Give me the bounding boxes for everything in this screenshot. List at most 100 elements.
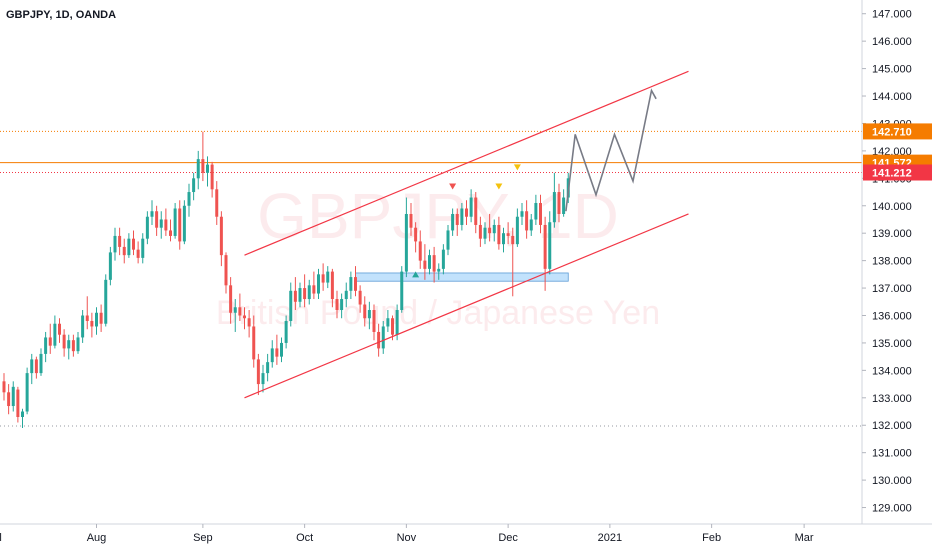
candle-body bbox=[432, 255, 436, 272]
candle-body bbox=[321, 274, 325, 283]
candle-body bbox=[196, 159, 200, 179]
watermark: GBPJPY, 1D British Pound / Japanese Yen bbox=[216, 180, 660, 332]
candle-body bbox=[210, 164, 214, 190]
candle-body bbox=[25, 373, 29, 412]
marker-triangle-icon bbox=[412, 271, 420, 278]
candle-body bbox=[67, 340, 71, 349]
candle bbox=[511, 227, 515, 297]
candle bbox=[284, 315, 288, 349]
price-tick-label: 134.000 bbox=[872, 365, 912, 377]
price-axis[interactable]: 129.000 130.000 131.000 132.000 133.000 134.0… bbox=[861, 0, 912, 524]
symbol-title: GBPJPY, 1D, OANDA bbox=[6, 9, 117, 21]
candle bbox=[164, 208, 168, 236]
price-tick-label: 146.000 bbox=[872, 36, 912, 48]
candle bbox=[182, 200, 186, 245]
projection-path bbox=[565, 88, 657, 212]
candle bbox=[178, 200, 182, 250]
candle-body bbox=[34, 359, 38, 374]
candle bbox=[2, 373, 6, 401]
candle-body bbox=[386, 318, 390, 327]
candle bbox=[62, 329, 66, 357]
candle-body bbox=[132, 238, 135, 250]
marker-triangle-icon bbox=[495, 183, 503, 190]
candle bbox=[330, 268, 334, 308]
price-badge bbox=[863, 164, 932, 181]
candle bbox=[76, 331, 80, 354]
candle bbox=[99, 304, 103, 332]
candle bbox=[289, 282, 293, 327]
candle-body bbox=[141, 238, 145, 258]
candle-body bbox=[104, 279, 108, 324]
candle-body bbox=[437, 268, 441, 272]
candle bbox=[488, 213, 492, 242]
candle bbox=[173, 203, 177, 239]
time-tick-label: 2021 bbox=[598, 532, 622, 544]
candle bbox=[71, 334, 75, 357]
candle bbox=[95, 307, 98, 335]
candle-body bbox=[515, 216, 519, 245]
candle-body bbox=[201, 159, 205, 173]
candle bbox=[30, 353, 34, 385]
candle-body bbox=[534, 203, 538, 220]
candle-body bbox=[465, 208, 468, 217]
candle-body bbox=[303, 288, 307, 300]
candle bbox=[465, 200, 468, 225]
candle bbox=[520, 203, 524, 225]
candle bbox=[229, 277, 233, 324]
candle-body bbox=[178, 208, 182, 242]
candle bbox=[113, 227, 117, 261]
candle-body bbox=[53, 323, 57, 346]
candle bbox=[446, 224, 450, 256]
candle-body bbox=[30, 359, 34, 374]
price-tick-label: 140.000 bbox=[872, 201, 912, 213]
watermark-symbol: GBPJPY, 1D bbox=[257, 180, 619, 252]
candle bbox=[335, 290, 339, 319]
candle bbox=[136, 241, 140, 264]
candle-body bbox=[488, 227, 492, 234]
candle bbox=[492, 219, 496, 242]
candle-body bbox=[173, 208, 177, 236]
time-axis[interactable]: Jul Aug Sep Oct Nov Dec 2021 Feb Mar bbox=[0, 523, 932, 544]
candle-body bbox=[90, 320, 94, 327]
candle-body bbox=[289, 290, 293, 321]
candle-body bbox=[391, 318, 394, 335]
time-tick-label: Sep bbox=[193, 532, 213, 544]
candle bbox=[474, 192, 478, 234]
candle-body bbox=[16, 389, 20, 418]
candle bbox=[252, 315, 256, 368]
candle bbox=[238, 293, 242, 321]
candle-body bbox=[363, 304, 367, 319]
candle-body bbox=[150, 211, 154, 217]
price-tick-label: 131.000 bbox=[872, 448, 912, 460]
candle-body bbox=[58, 323, 61, 335]
candle-body bbox=[340, 299, 344, 311]
candle bbox=[16, 386, 20, 423]
candle bbox=[21, 408, 24, 428]
candle-body bbox=[483, 227, 487, 239]
candle-body bbox=[543, 224, 547, 269]
candle bbox=[293, 277, 297, 311]
candle bbox=[344, 282, 348, 308]
time-tick-label: Feb bbox=[702, 532, 721, 544]
candle bbox=[104, 274, 108, 327]
time-tick-label: Aug bbox=[87, 532, 107, 544]
candle-body bbox=[414, 227, 418, 242]
price-tick-label: 144.000 bbox=[872, 91, 912, 103]
candle-body bbox=[395, 310, 399, 335]
candle bbox=[141, 233, 145, 264]
candle-body bbox=[358, 290, 362, 305]
candle bbox=[145, 211, 149, 245]
candle-body bbox=[428, 255, 431, 269]
candle bbox=[275, 334, 279, 365]
signal-markers bbox=[412, 164, 521, 278]
candle bbox=[247, 310, 251, 338]
candle bbox=[67, 334, 71, 360]
candle bbox=[192, 172, 196, 201]
candle bbox=[483, 222, 487, 245]
price-tick-label: 132.000 bbox=[872, 420, 912, 432]
candles bbox=[2, 131, 570, 428]
candle-body bbox=[548, 222, 552, 269]
candle-body bbox=[256, 359, 260, 385]
candle bbox=[187, 183, 191, 217]
